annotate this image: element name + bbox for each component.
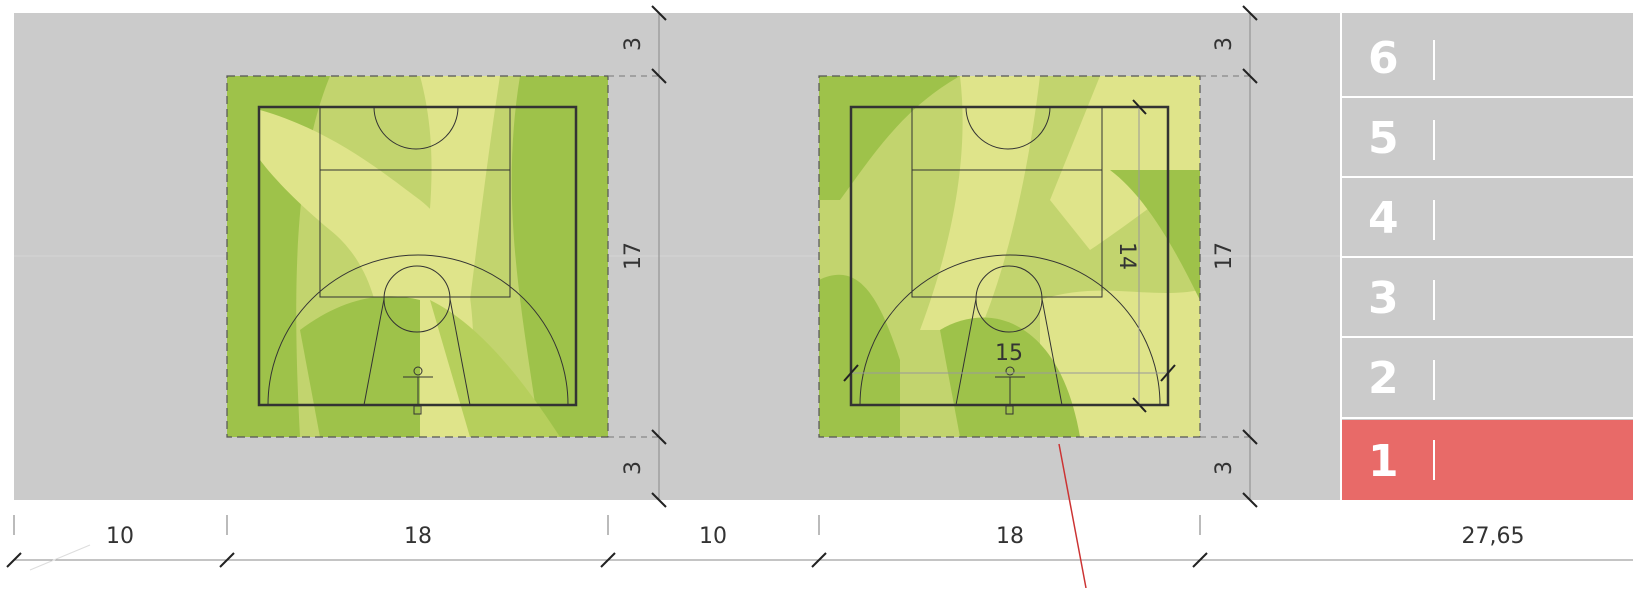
dim-right-middle: 17: [1212, 242, 1237, 270]
bottom-dimension-chain: 10 18 10 18 27,65: [6, 515, 1633, 571]
dim-bottom-track-width: 27,65: [1462, 524, 1525, 549]
dim-right-top: 3: [1212, 37, 1237, 51]
vertical-dimension-right: 3 17 3: [1212, 5, 1258, 508]
dim-left-bottom: 3: [621, 461, 646, 475]
dim-bottom-10-right: 10: [699, 524, 727, 549]
lane-number-2: 2: [1368, 353, 1399, 404]
court-right-inner-dimension-ticks: [843, 99, 1176, 413]
vertical-dimension-left: 3 17 3: [621, 5, 667, 508]
dim-left-middle: 17: [621, 242, 646, 270]
dim-bottom-18-left: 18: [404, 524, 432, 549]
lane-number-6: 6: [1368, 33, 1399, 84]
dim-right-bottom: 3: [1212, 461, 1237, 475]
running-track: 6 5 4 3 2 1: [1340, 13, 1633, 500]
extension-lines: [608, 75, 1250, 438]
court-right-inner-dimension-lines: [851, 107, 1168, 405]
court-left-boundary: [226, 75, 609, 438]
court-left-markings: [257, 105, 578, 415]
dim-bottom-10-left: 10: [106, 524, 134, 549]
dim-bottom-18-right: 18: [996, 524, 1024, 549]
court-right-height-label: 14: [1114, 242, 1139, 270]
lane-number-3: 3: [1368, 273, 1399, 324]
court-right-boundary: [818, 75, 1201, 438]
court-right-width-label: 15: [995, 341, 1023, 366]
lane-number-5: 5: [1368, 113, 1399, 164]
dim-left-top: 3: [621, 37, 646, 51]
basketball-court-left: [227, 76, 608, 437]
lane-number-1: 1: [1368, 436, 1399, 487]
court-right-markings: [849, 105, 1170, 415]
leader-line: [1058, 443, 1087, 589]
lane-1-highlight: [1341, 420, 1633, 500]
lane-number-4: 4: [1368, 193, 1399, 244]
